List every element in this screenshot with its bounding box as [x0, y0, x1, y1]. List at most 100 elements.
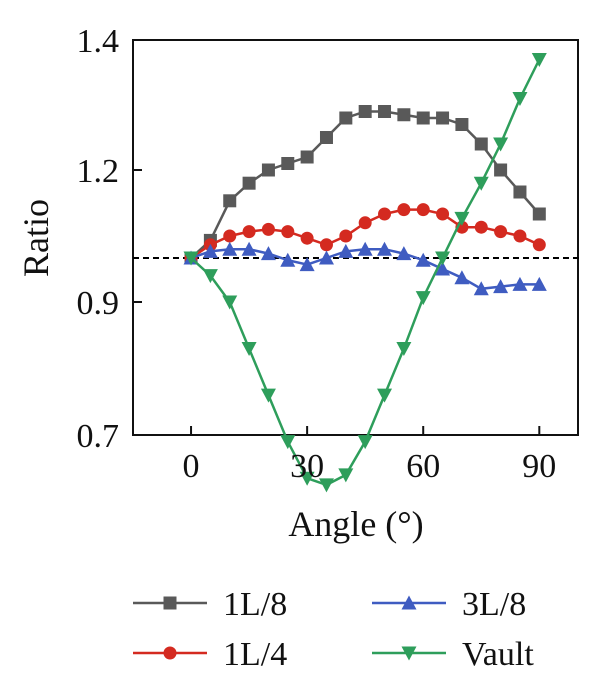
series-line-vault — [190, 58, 541, 487]
legend-item-1l-8: 1L/8 — [133, 586, 287, 623]
data-point-3l-8 — [299, 257, 315, 272]
data-point-1l-4 — [378, 207, 392, 221]
data-point-1l-8 — [242, 176, 256, 190]
legend-item-1l-4: 1L/4 — [133, 636, 287, 673]
data-point-vault — [241, 342, 257, 357]
data-point-3l-8 — [260, 246, 276, 261]
data-point-vault — [318, 478, 334, 493]
data-point-vault — [493, 137, 509, 152]
data-point-vault — [512, 92, 528, 106]
data-point-vault — [531, 53, 547, 67]
y-axis: 0.7 0.9 1.2 1.4 — [77, 23, 142, 455]
x-tick-label: 60 — [406, 448, 440, 485]
legend-label-3l-8: 3L/8 — [462, 586, 526, 623]
data-point-1l-8 — [436, 111, 450, 125]
plot-frame — [132, 39, 579, 436]
data-point-3l-8 — [318, 250, 334, 265]
data-point-1l-4 — [223, 229, 237, 243]
data-point-1l-4 — [339, 229, 353, 243]
series-1l-8 — [184, 105, 546, 265]
data-point-1l-8 — [494, 163, 508, 177]
data-point-1l-4 — [513, 229, 527, 243]
data-point-3l-8 — [454, 270, 470, 285]
data-point-1l-8 — [281, 157, 295, 170]
data-point-1l-4 — [300, 231, 314, 245]
y-tick-label: 0.7 — [77, 418, 120, 455]
data-point-1l-4 — [261, 222, 275, 236]
legend-marker-3l-8 — [401, 595, 417, 610]
data-point-3l-8 — [222, 241, 238, 256]
data-point-vault — [260, 388, 276, 403]
legend-marker-1l-8 — [163, 596, 177, 610]
legend-label-vault: Vault — [462, 636, 534, 673]
data-point-1l-4 — [474, 220, 488, 234]
y-axis-title: Ratio — [16, 199, 56, 277]
data-point-3l-8 — [357, 241, 373, 256]
legend-label-1l-4: 1L/4 — [223, 636, 287, 673]
data-point-vault — [454, 211, 470, 226]
data-point-3l-8 — [435, 261, 451, 276]
data-point-vault — [357, 435, 373, 450]
data-point-1l-4 — [532, 238, 546, 252]
legend-item-vault: Vault — [372, 636, 534, 673]
legend-marker-1l-4 — [163, 646, 177, 660]
x-axis-title: Angle (°) — [288, 504, 423, 544]
data-point-3l-8 — [202, 243, 218, 258]
series-3l-8 — [183, 241, 547, 296]
data-point-1l-8 — [397, 108, 411, 122]
data-point-1l-4 — [416, 203, 430, 217]
legend: 1L/8 1L/4 3L/8 Vault — [133, 586, 534, 673]
x-tick-label: 0 — [183, 448, 200, 485]
data-point-1l-8 — [261, 163, 275, 177]
data-point-vault — [299, 471, 315, 486]
data-point-1l-8 — [474, 137, 488, 151]
data-point-vault — [415, 291, 431, 306]
legend-label-1l-8: 1L/8 — [223, 586, 287, 623]
data-point-1l-4 — [494, 225, 508, 239]
y-tick-label: 1.4 — [77, 23, 120, 60]
data-point-3l-8 — [415, 252, 431, 267]
x-axis: 0 30 60 90 — [183, 426, 556, 485]
data-point-vault — [280, 435, 296, 450]
data-point-vault — [183, 251, 199, 266]
data-point-3l-8 — [377, 241, 393, 256]
data-point-3l-8 — [396, 246, 412, 261]
data-point-3l-8 — [338, 243, 354, 258]
data-point-1l-8 — [378, 105, 392, 118]
data-point-3l-8 — [473, 281, 489, 296]
data-point-1l-8 — [455, 118, 469, 131]
data-point-1l-4 — [436, 207, 450, 221]
series-1l-4 — [184, 203, 546, 265]
legend-marker-vault — [401, 646, 417, 661]
data-point-vault — [473, 176, 489, 191]
data-point-3l-8 — [241, 241, 257, 256]
data-point-vault — [222, 295, 238, 310]
data-point-1l-8 — [339, 111, 353, 125]
data-point-1l-4 — [397, 203, 411, 217]
x-tick-label: 30 — [290, 448, 324, 485]
data-point-1l-8 — [300, 150, 314, 164]
y-tick-label: 0.9 — [77, 285, 120, 322]
data-point-1l-8 — [513, 185, 527, 199]
data-point-3l-8 — [531, 276, 547, 291]
data-point-1l-8 — [358, 105, 372, 118]
data-point-1l-8 — [223, 194, 237, 208]
data-point-1l-8 — [416, 111, 430, 125]
data-point-vault — [338, 468, 354, 483]
data-point-vault — [435, 251, 451, 266]
data-point-1l-8 — [319, 131, 333, 144]
data-point-3l-8 — [493, 279, 509, 294]
data-point-vault — [396, 342, 412, 357]
data-point-vault — [202, 269, 218, 284]
data-point-1l-4 — [319, 238, 333, 252]
data-point-1l-4 — [242, 225, 256, 239]
y-tick-label: 1.2 — [77, 153, 120, 190]
data-point-1l-4 — [281, 225, 295, 239]
data-point-1l-4 — [358, 216, 372, 230]
data-point-vault — [377, 388, 393, 403]
series-vault — [183, 53, 547, 493]
data-point-3l-8 — [280, 252, 296, 267]
x-tick-label: 90 — [522, 448, 556, 485]
legend-item-3l-8: 3L/8 — [372, 586, 526, 623]
